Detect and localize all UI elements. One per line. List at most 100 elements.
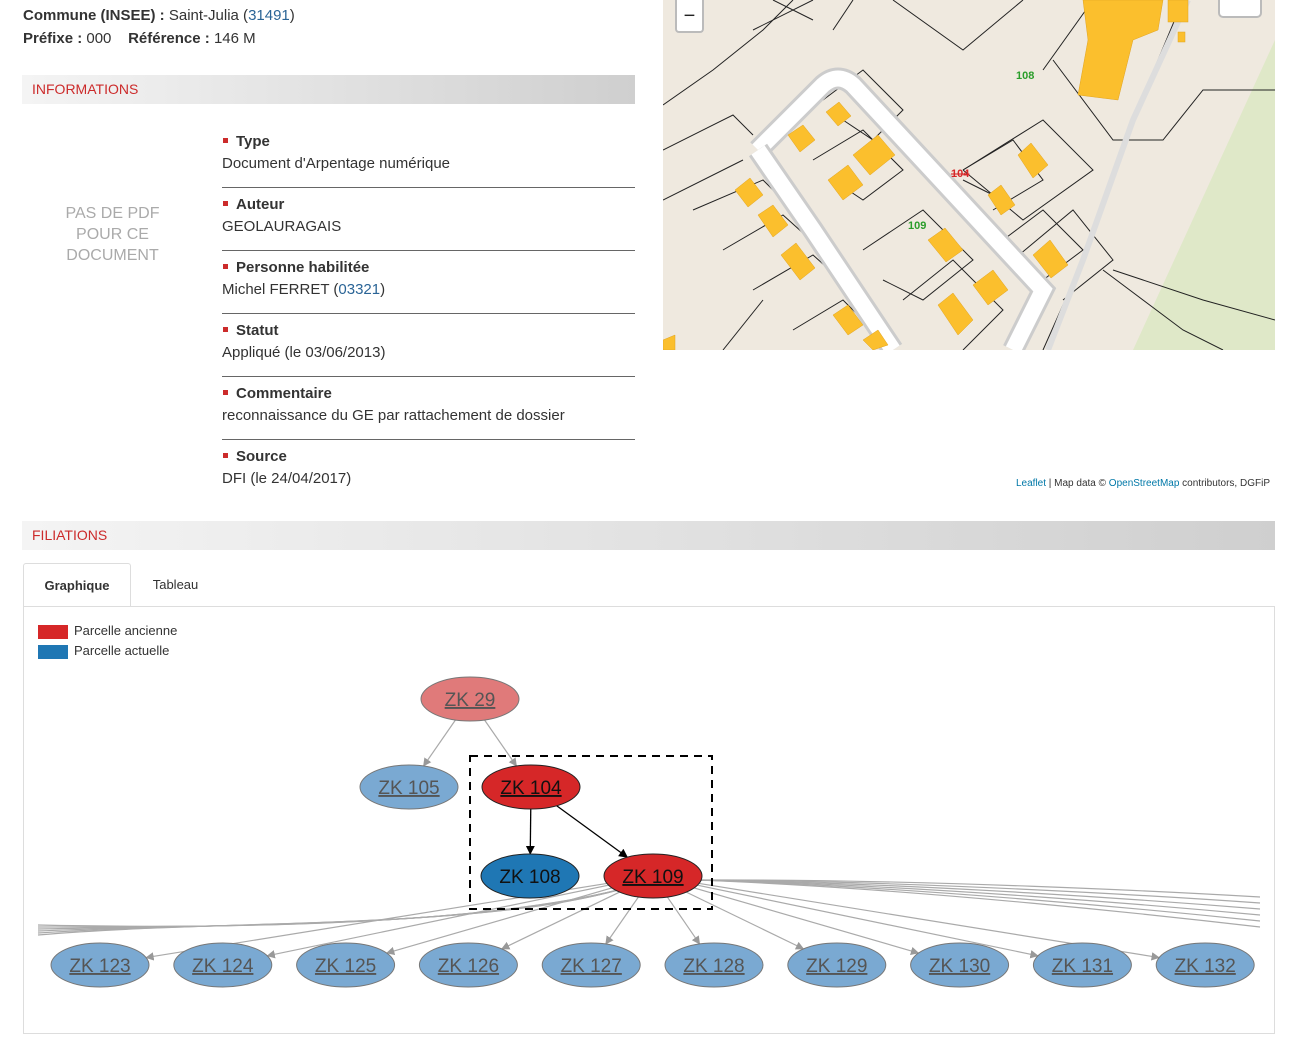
info-label: Personne habilitée bbox=[236, 259, 370, 276]
personne-code-link[interactable]: 03321 bbox=[338, 281, 381, 298]
personne-name: Michel FERRET ( bbox=[222, 281, 339, 298]
graph-node-zk-29[interactable]: ZK 29 bbox=[420, 676, 520, 722]
graph-node-zk-127[interactable]: ZK 127 bbox=[541, 942, 641, 988]
parcel-label-104[interactable]: 104 bbox=[951, 168, 970, 180]
legend-item-actuelle: Parcelle actuelle bbox=[38, 643, 169, 659]
node-label[interactable]: ZK 123 bbox=[69, 956, 130, 977]
graph-node-zk-108[interactable]: ZK 108 bbox=[480, 853, 580, 899]
osm-link[interactable]: OpenStreetMap bbox=[1108, 478, 1180, 489]
bullet-icon bbox=[223, 453, 228, 459]
map-canvas[interactable]: 108 104 109 bbox=[663, 0, 1275, 350]
commune-name: Saint-Julia ( bbox=[168, 7, 249, 24]
graph-node-zk-109[interactable]: ZK 109 bbox=[603, 853, 703, 899]
map-attribution: Leaflet | Map data © OpenStreetMap contr… bbox=[1016, 478, 1270, 489]
node-label[interactable]: ZK 131 bbox=[1052, 956, 1113, 977]
info-item-auteur: Auteur GEOLAURAGAIS bbox=[222, 188, 635, 251]
node-label[interactable]: ZK 132 bbox=[1175, 956, 1236, 977]
no-pdf-placeholder: PAS DE PDF POUR CE DOCUMENT bbox=[40, 203, 185, 266]
graph-node-zk-132[interactable]: ZK 132 bbox=[1155, 942, 1255, 988]
node-ellipse[interactable] bbox=[481, 764, 581, 810]
attribution-rest: contributors, DGFiP bbox=[1179, 478, 1270, 489]
legend-label: Parcelle actuelle bbox=[74, 643, 170, 658]
node-ellipse[interactable] bbox=[480, 853, 580, 899]
node-label[interactable]: ZK 125 bbox=[315, 956, 376, 977]
reference-label: Référence : bbox=[128, 30, 210, 47]
graph-node-zk-123[interactable]: ZK 123 bbox=[50, 942, 150, 988]
node-ellipse[interactable] bbox=[50, 942, 150, 988]
no-pdf-line: PAS DE PDF bbox=[65, 205, 160, 222]
edge-zk-109-to-zk-128 bbox=[666, 896, 701, 945]
node-ellipse[interactable] bbox=[420, 676, 520, 722]
tab-tableau[interactable]: Tableau bbox=[152, 577, 199, 592]
road-branch-inner bbox=[751, 145, 900, 350]
graph-node-zk-129[interactable]: ZK 129 bbox=[787, 942, 887, 988]
info-item-commentaire: Commentaire reconnaissance du GE par rat… bbox=[222, 377, 635, 440]
graph-node-zk-131[interactable]: ZK 131 bbox=[1032, 942, 1132, 988]
reference-line: Préfixe : 000 Référence : 146 M bbox=[23, 30, 256, 47]
node-label[interactable]: ZK 126 bbox=[438, 956, 499, 977]
node-label[interactable]: ZK 108 bbox=[499, 867, 560, 888]
leaflet-link[interactable]: Leaflet bbox=[1015, 478, 1047, 489]
commune-line: Commune (INSEE) : Saint-Julia (31491) bbox=[23, 7, 295, 24]
node-label[interactable]: ZK 109 bbox=[622, 867, 683, 888]
info-label: Source bbox=[236, 448, 287, 465]
zoom-out-button[interactable]: − bbox=[675, 0, 704, 33]
node-label[interactable]: ZK 128 bbox=[683, 956, 744, 977]
no-pdf-line: DOCUMENT bbox=[66, 247, 159, 264]
graph-node-zk-125[interactable]: ZK 125 bbox=[296, 942, 396, 988]
info-label: Commentaire bbox=[236, 385, 332, 402]
edge-zk-29-to-zk-104 bbox=[484, 719, 517, 767]
path-road bbox=[1045, 0, 1191, 350]
graph-node-zk-104[interactable]: ZK 104 bbox=[481, 764, 581, 810]
node-ellipse[interactable] bbox=[910, 942, 1010, 988]
node-label[interactable]: ZK 105 bbox=[378, 778, 439, 799]
graph-node-zk-124[interactable]: ZK 124 bbox=[173, 942, 273, 988]
node-ellipse[interactable] bbox=[1155, 942, 1255, 988]
node-ellipse[interactable] bbox=[541, 942, 641, 988]
node-label[interactable]: ZK 29 bbox=[445, 690, 496, 711]
layers-control-icon[interactable] bbox=[1218, 0, 1262, 18]
parcel-label-108[interactable]: 108 bbox=[1016, 70, 1034, 82]
cadastre-map[interactable]: 108 104 109 − bbox=[663, 0, 1275, 350]
edge-zk-104-to-zk-109 bbox=[556, 805, 629, 858]
legend-swatch-actuelle bbox=[38, 644, 68, 659]
node-label[interactable]: ZK 104 bbox=[500, 778, 562, 799]
edge-zk-29-to-zk-105 bbox=[423, 719, 456, 767]
edge-overflow-curve bbox=[697, 879, 1261, 910]
info-value: Michel FERRET (03321) bbox=[222, 279, 635, 301]
node-ellipse[interactable] bbox=[418, 942, 518, 988]
bullet-icon bbox=[223, 327, 228, 333]
edge-zk-109-to-zk-126 bbox=[501, 891, 620, 950]
graph-node-zk-130[interactable]: ZK 130 bbox=[910, 942, 1010, 988]
node-ellipse[interactable] bbox=[603, 853, 703, 899]
node-ellipse[interactable] bbox=[664, 942, 764, 988]
legend-label: Parcelle ancienne bbox=[74, 623, 178, 638]
edge-zk-109-to-zk-125 bbox=[385, 887, 612, 956]
bullet-icon bbox=[223, 264, 228, 270]
node-label[interactable]: ZK 130 bbox=[929, 956, 990, 977]
parcel-label-109[interactable]: 109 bbox=[908, 220, 926, 232]
tab-graphique[interactable]: Graphique bbox=[23, 563, 131, 607]
node-ellipse[interactable] bbox=[296, 942, 396, 988]
legend-item-ancienne: Parcelle ancienne bbox=[38, 623, 177, 639]
graph-node-zk-128[interactable]: ZK 128 bbox=[664, 942, 764, 988]
commune-code-link[interactable]: 31491 bbox=[248, 7, 290, 24]
graph-node-zk-126[interactable]: ZK 126 bbox=[418, 942, 518, 988]
node-ellipse[interactable] bbox=[1032, 942, 1132, 988]
buildings bbox=[663, 0, 1189, 350]
graph-node-zk-105[interactable]: ZK 105 bbox=[359, 764, 459, 810]
edge-zk-104-to-zk-108 bbox=[525, 808, 535, 855]
node-label[interactable]: ZK 127 bbox=[561, 956, 622, 977]
edge-overflow-curve bbox=[697, 879, 1261, 904]
node-label[interactable]: ZK 129 bbox=[806, 956, 867, 977]
node-ellipse[interactable] bbox=[359, 764, 459, 810]
info-label: Statut bbox=[236, 322, 279, 339]
node-ellipse[interactable] bbox=[787, 942, 887, 988]
land-area bbox=[1093, 0, 1275, 350]
commune-close: ) bbox=[289, 7, 295, 24]
node-ellipse[interactable] bbox=[173, 942, 273, 988]
node-label[interactable]: ZK 124 bbox=[192, 956, 254, 977]
reference-value: 146 M bbox=[213, 30, 256, 47]
edge-zk-109-to-zk-129 bbox=[686, 891, 805, 950]
info-value: reconnaissance du GE par rattachement de… bbox=[222, 407, 565, 424]
